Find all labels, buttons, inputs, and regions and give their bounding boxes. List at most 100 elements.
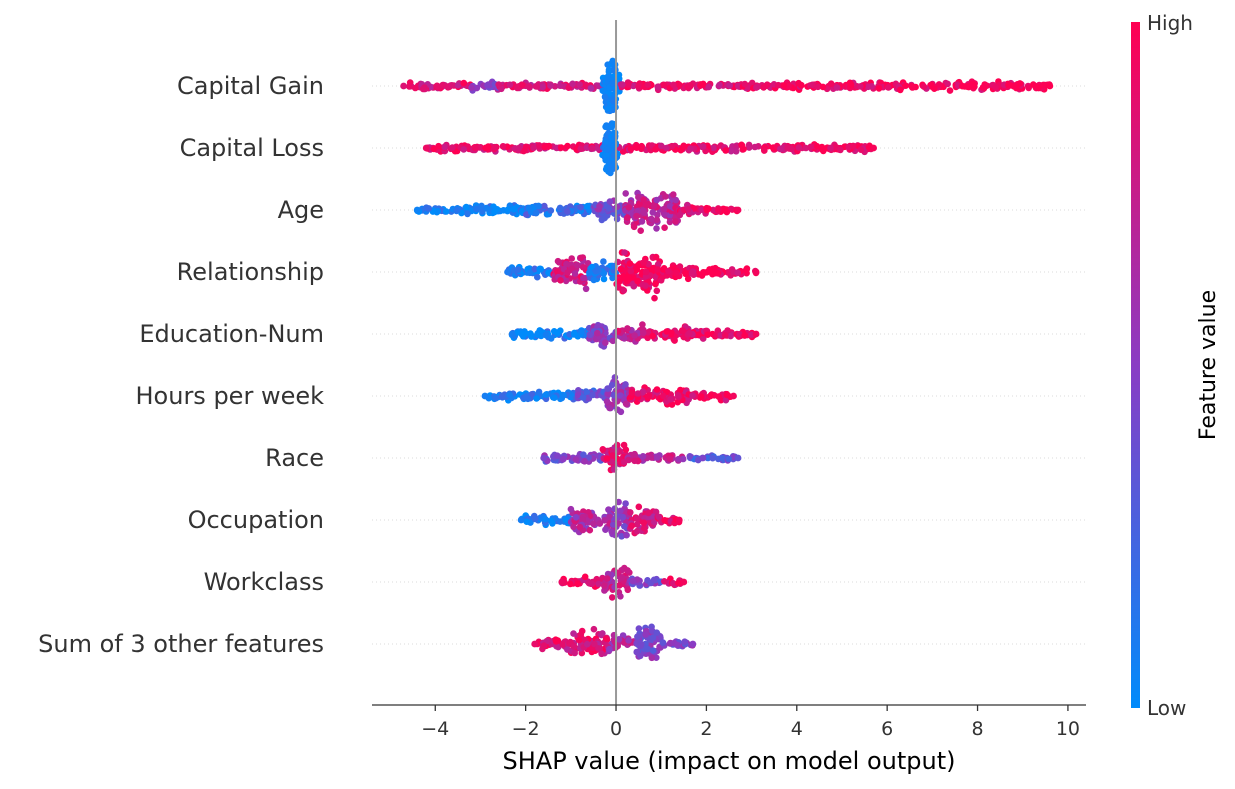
data-point (577, 203, 584, 211)
data-point (709, 454, 716, 462)
data-point (870, 144, 878, 152)
feature-row: Hours per week (136, 374, 1086, 416)
data-point (663, 144, 670, 152)
data-point (649, 647, 657, 654)
data-point (727, 147, 735, 155)
data-point (545, 269, 552, 277)
data-point (608, 123, 615, 131)
data-point (600, 275, 608, 283)
data-point (849, 142, 857, 150)
x-tick-label: −4 (421, 718, 449, 740)
data-point (615, 75, 623, 82)
data-point (498, 393, 506, 400)
data-point (586, 269, 593, 276)
data-point (522, 393, 530, 400)
data-point (909, 84, 916, 91)
data-point (567, 580, 574, 588)
data-point (644, 334, 651, 342)
data-point (807, 143, 814, 151)
data-point (491, 208, 498, 216)
data-point (633, 648, 640, 656)
data-point (847, 81, 855, 88)
data-point (579, 516, 586, 524)
data-point (741, 332, 748, 339)
feature-row: Education-Num (139, 320, 1086, 350)
data-point (837, 146, 844, 154)
data-point (453, 206, 461, 214)
data-point (680, 578, 688, 586)
feature-label: Capital Gain (177, 72, 324, 100)
data-point (661, 517, 668, 524)
data-point (604, 385, 611, 392)
data-point (644, 645, 651, 653)
data-point (699, 335, 707, 342)
data-point (570, 523, 577, 531)
data-point (689, 640, 697, 648)
data-point (624, 325, 631, 332)
data-point (670, 81, 677, 89)
data-point (620, 441, 628, 449)
data-point (752, 268, 760, 276)
data-point (745, 144, 753, 151)
data-point (1040, 81, 1047, 89)
data-point (653, 386, 661, 393)
data-point (644, 81, 652, 88)
data-point (581, 458, 588, 465)
data-point (587, 85, 595, 92)
data-point (562, 516, 569, 524)
data-point (605, 204, 613, 212)
data-point (654, 266, 661, 273)
data-point (658, 142, 665, 150)
data-point (751, 143, 759, 151)
data-point (624, 586, 632, 594)
data-point (715, 393, 722, 400)
data-point (617, 265, 625, 273)
data-point (946, 87, 954, 94)
data-point (570, 630, 577, 637)
x-tick-label: 10 (1056, 718, 1080, 740)
data-point (931, 85, 938, 92)
data-point (635, 193, 642, 201)
data-point (439, 81, 447, 89)
data-point (675, 516, 683, 524)
data-point (472, 144, 479, 152)
data-point (719, 454, 726, 462)
data-point (590, 625, 598, 633)
data-point (412, 84, 419, 92)
data-point (935, 81, 943, 88)
data-point (606, 198, 614, 205)
data-point (601, 214, 608, 222)
data-point (552, 636, 559, 643)
feature-label: Hours per week (136, 382, 325, 410)
data-point (676, 211, 684, 219)
data-point (650, 576, 658, 584)
data-point (599, 446, 607, 453)
x-tick-label: 0 (610, 718, 622, 740)
data-point (570, 643, 578, 650)
data-point (713, 269, 720, 277)
feature-row: Age (278, 189, 1086, 234)
colorbar-gradient (1131, 22, 1140, 708)
data-point (659, 392, 667, 400)
data-point (643, 202, 650, 209)
data-point (645, 509, 652, 517)
data-point (616, 507, 624, 515)
data-point (827, 80, 835, 87)
data-point (551, 394, 558, 402)
data-point (704, 454, 712, 462)
data-point (547, 207, 555, 214)
data-point (672, 196, 680, 204)
data-point (661, 578, 668, 585)
data-point (557, 144, 565, 151)
data-point (1046, 82, 1054, 90)
data-point (609, 452, 616, 459)
data-point (639, 329, 647, 337)
data-point (897, 86, 904, 94)
data-point (535, 142, 543, 149)
data-point (621, 523, 628, 530)
data-point (608, 528, 615, 535)
data-point (635, 625, 643, 632)
data-point (649, 209, 657, 216)
data-point (674, 641, 681, 649)
data-point (726, 82, 733, 89)
